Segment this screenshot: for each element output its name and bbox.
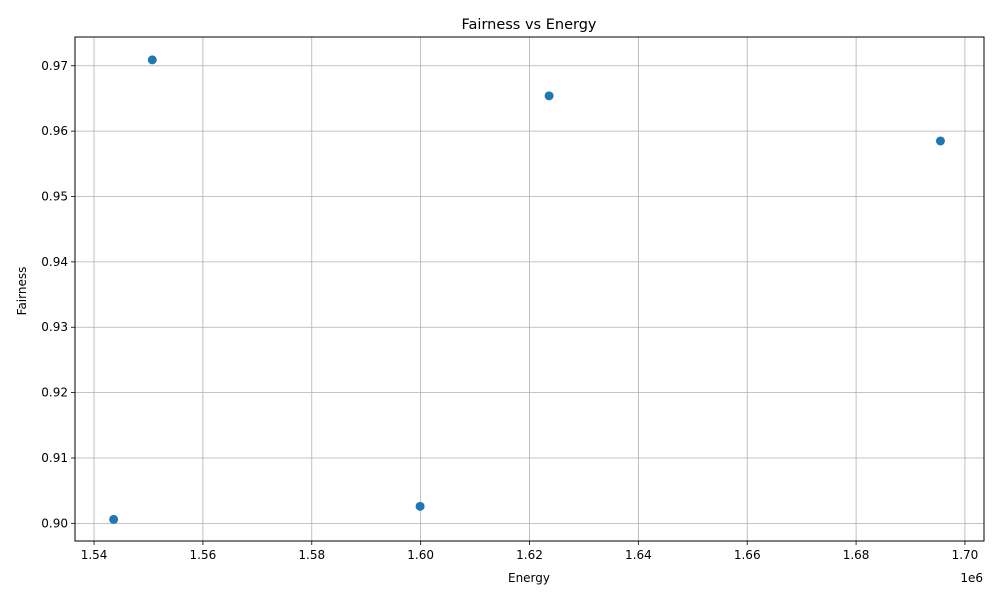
- x-axis-ticks: 1.54 1.56 1.58 1.60 1.62 1.64 1.66 1.68 1.70: [81, 541, 979, 562]
- y-axis-ticks: 0.90 0.91 0.92 0.93 0.94 0.95 0.96 0.97: [41, 59, 75, 530]
- x-tick-label: 1.56: [190, 548, 217, 562]
- x-tick-label: 1.68: [843, 548, 870, 562]
- x-tick-label: 1.66: [734, 548, 761, 562]
- data-point: [935, 136, 945, 146]
- data-point: [544, 91, 554, 101]
- x-tick-label: 1.54: [81, 548, 108, 562]
- x-axis-offset-text: 1e6: [960, 571, 983, 585]
- data-point: [109, 514, 119, 524]
- y-tick-label: 0.94: [41, 255, 68, 269]
- y-tick-label: 0.97: [41, 59, 68, 73]
- x-tick-label: 1.62: [516, 548, 543, 562]
- y-tick-label: 0.92: [41, 386, 68, 400]
- x-tick-label: 1.58: [298, 548, 325, 562]
- y-tick-label: 0.93: [41, 320, 68, 334]
- y-tick-label: 0.96: [41, 124, 68, 138]
- chart-title: Fairness vs Energy: [462, 17, 597, 33]
- y-tick-label: 0.95: [41, 190, 68, 204]
- y-axis-label: Fairness: [15, 267, 29, 316]
- x-tick-label: 1.70: [952, 548, 979, 562]
- x-axis-label: Energy: [508, 571, 550, 585]
- y-tick-label: 0.90: [41, 516, 68, 530]
- y-tick-label: 0.91: [41, 451, 68, 465]
- x-tick-label: 1.64: [625, 548, 652, 562]
- grid-lines: [75, 37, 984, 541]
- data-point: [415, 501, 425, 511]
- data-point: [147, 55, 157, 65]
- x-tick-label: 1.60: [407, 548, 434, 562]
- data-points: [109, 55, 945, 524]
